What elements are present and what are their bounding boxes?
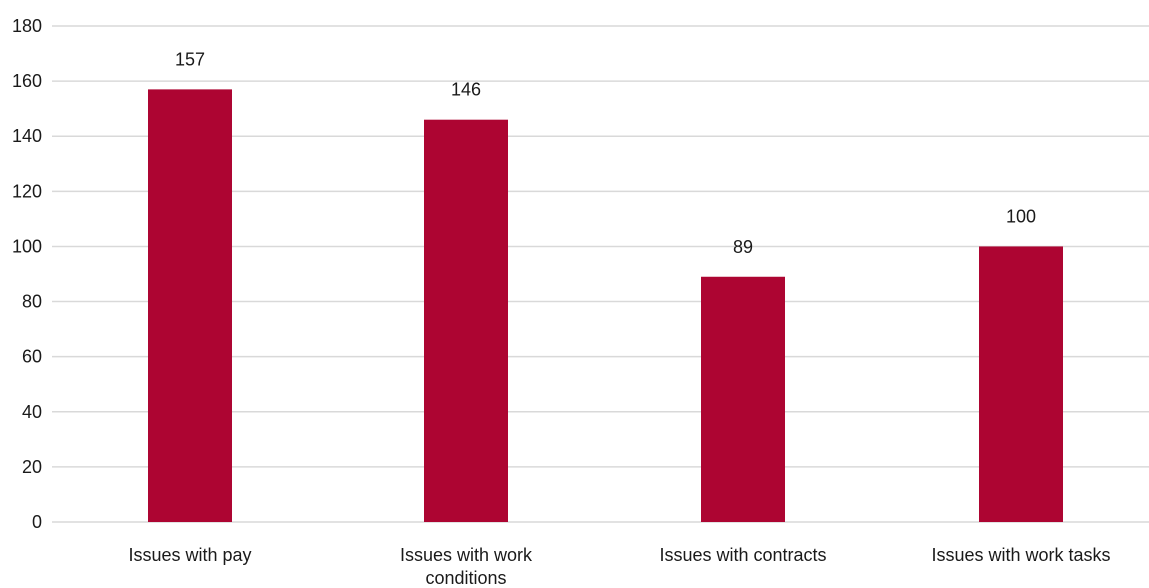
data-label-3: 89: [733, 237, 753, 257]
y-tick-label-60: 60: [22, 347, 42, 367]
gridlines: [52, 25, 1149, 523]
y-tick-label-20: 20: [22, 457, 42, 477]
y-axis-tick-labels: 0 20 40 60 80 100 120 140 160 180: [12, 16, 42, 532]
x-category-label-1: Issues with pay: [128, 545, 251, 565]
data-label-2: 146: [451, 80, 481, 100]
bar-3: [701, 276, 785, 522]
x-category-label-2: Issues with work conditions: [400, 545, 533, 588]
bars: [148, 89, 1063, 522]
bar-4: [979, 246, 1063, 522]
data-labels: 157 146 89 100: [175, 49, 1036, 256]
y-tick-label-120: 120: [12, 181, 42, 201]
y-tick-label-140: 140: [12, 126, 42, 146]
y-tick-label-0: 0: [32, 512, 42, 532]
x-category-label-4: Issues with work tasks: [931, 545, 1110, 565]
y-tick-label-40: 40: [22, 402, 42, 422]
y-tick-label-160: 160: [12, 71, 42, 91]
data-label-4: 100: [1006, 206, 1036, 226]
bar-1: [148, 89, 232, 522]
bar-2: [424, 119, 508, 522]
x-axis-category-labels: Issues with pay Issues with work condition…: [128, 545, 1110, 588]
y-tick-label-80: 80: [22, 292, 42, 312]
data-label-1: 157: [175, 49, 205, 69]
y-tick-label-100: 100: [12, 236, 42, 256]
x-category-label-3: Issues with contracts: [659, 545, 826, 565]
y-tick-label-180: 180: [12, 16, 42, 36]
